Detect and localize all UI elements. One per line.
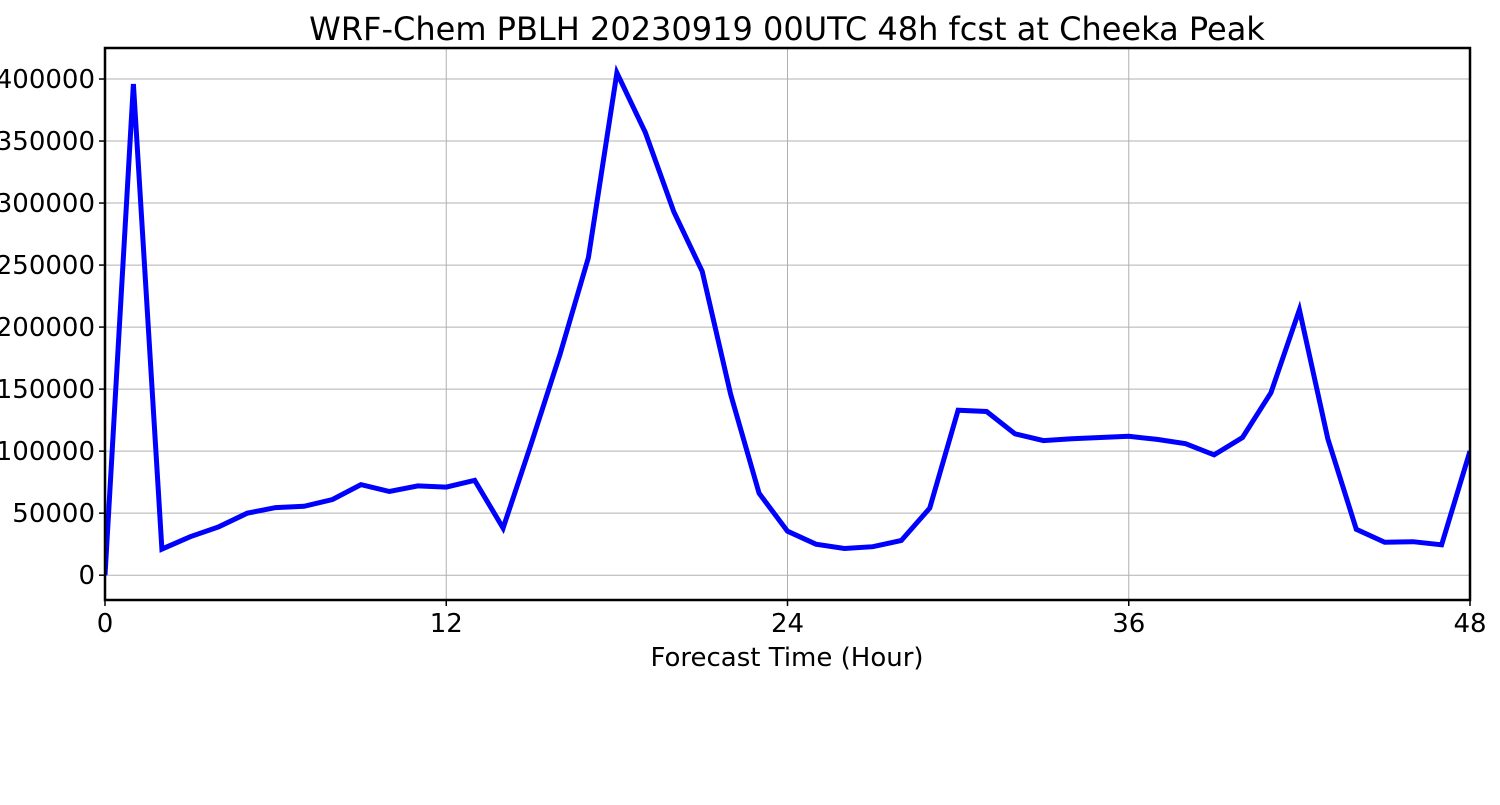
series-layer bbox=[105, 64, 1470, 576]
y-tick-label: 250000 bbox=[0, 251, 95, 281]
y-tick-label: 400000 bbox=[0, 65, 95, 95]
y-tick-label: 0 bbox=[78, 561, 95, 591]
x-axis-label: Forecast Time (Hour) bbox=[650, 643, 923, 673]
y-tick-label: 200000 bbox=[0, 313, 95, 343]
series-line bbox=[105, 64, 1470, 576]
grid bbox=[104, 48, 1471, 600]
y-tick-label: 150000 bbox=[0, 375, 95, 405]
x-tick-label: 36 bbox=[1112, 609, 1145, 639]
x-tick-label: 24 bbox=[771, 609, 804, 639]
x-tick-label: 12 bbox=[430, 609, 463, 639]
y-tick-label: 350000 bbox=[0, 127, 95, 157]
axis-ticks: 0 50000 100000 150000 200000 250000 300000 3500… bbox=[0, 65, 1487, 639]
x-tick-label: 48 bbox=[1453, 609, 1486, 639]
x-tick-label: 0 bbox=[97, 609, 114, 639]
y-tick-label: 300000 bbox=[0, 189, 95, 219]
y-tick-label: 100000 bbox=[0, 437, 95, 467]
chart-title: WRF-Chem PBLH 20230919 00UTC 48h fcst at… bbox=[309, 10, 1265, 48]
y-tick-label: 50000 bbox=[12, 499, 95, 529]
